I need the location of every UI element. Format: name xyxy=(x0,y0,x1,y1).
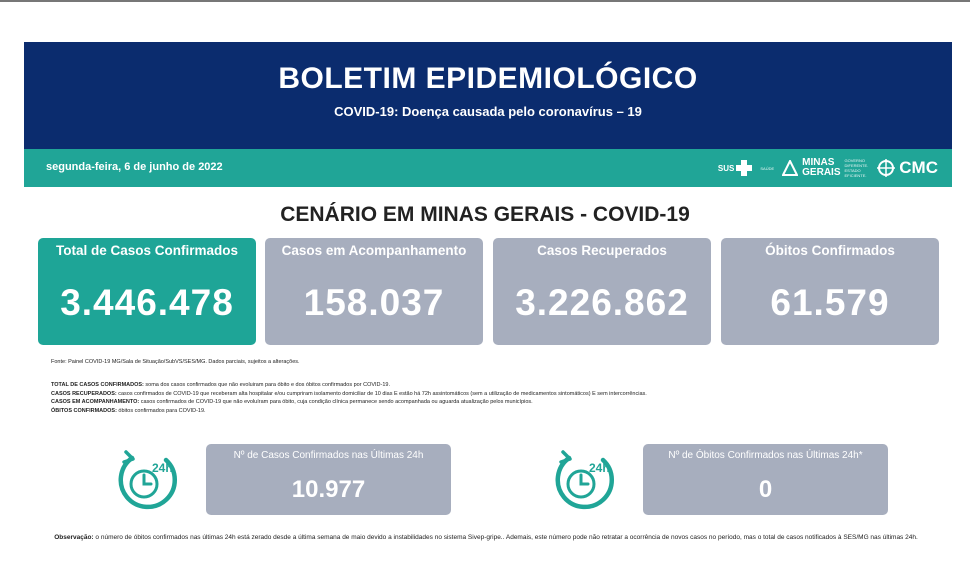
mg-line1: MINAS xyxy=(802,157,835,168)
cmc-logo: CMC xyxy=(876,158,938,178)
mg-tag3: ESTADO xyxy=(844,168,861,173)
deaths-24h-label: Nº de Óbitos Confirmados nas Últimas 24h… xyxy=(668,450,863,461)
definition-text: óbitos confirmados para COVID-19. xyxy=(116,407,206,414)
card-label: Casos Recuperados xyxy=(537,243,667,258)
definition-text: casos confirmados de COVID-19 que não ev… xyxy=(139,399,533,405)
card-value: 158.037 xyxy=(303,282,445,323)
observation-text: o número de óbitos confirmados nas últim… xyxy=(93,534,918,541)
card-total-casos: Total de Casos Confirmados 3.446.478 xyxy=(38,238,256,345)
minas-gerais-logo: MINAS GERAIS GOVERNO DIFERENTE. ESTADO E… xyxy=(782,158,868,178)
top-border xyxy=(0,0,970,2)
saude-text: SAÚDE xyxy=(760,165,775,171)
definition-item: CASOS RECUPERADOS: casos confirmados de … xyxy=(51,390,851,399)
sus-text: SUS xyxy=(717,163,735,173)
definition-text: soma dos casos confirmados que não evolu… xyxy=(143,382,390,388)
logos-bar: SUS SAÚDE MINAS GERAIS GOVERNO DIFERENTE… xyxy=(718,155,938,181)
page-subtitle: COVID-19: Doença causada pelo coronavíru… xyxy=(334,104,642,119)
clock-24h-icon: 24h xyxy=(118,450,177,510)
card-obitos: Óbitos Confirmados 61.579 xyxy=(721,238,939,345)
deaths-24h-value: 0 xyxy=(758,476,773,503)
card-value: 3.226.862 xyxy=(515,282,689,323)
mg-tag4: EFICIENTE. xyxy=(844,173,867,178)
definition-item: CASOS EM ACOMPANHAMENTO: casos confirmad… xyxy=(51,398,851,407)
definitions: TOTAL DE CASOS CONFIRMADOS: soma dos cas… xyxy=(51,381,851,415)
mg-line2: GERAIS xyxy=(802,167,841,178)
icon-24h-label: 24h xyxy=(589,461,610,475)
source-note: Fonte: Painel COVID-19 MG/Sala de Situaç… xyxy=(51,359,300,365)
page-title: BOLETIM EPIDEMIOLÓGICO xyxy=(278,62,698,95)
definition-item: TOTAL DE CASOS CONFIRMADOS: soma dos cas… xyxy=(51,381,851,390)
deaths-24h-box: Nº de Óbitos Confirmados nas Últimas 24h… xyxy=(643,444,888,515)
header-banner: BOLETIM EPIDEMIOLÓGICO COVID-19: Doença … xyxy=(24,42,952,149)
definition-text: casos confirmados de COVID-19 que recebe… xyxy=(116,390,647,397)
icon-24h-label: 24h xyxy=(152,461,173,475)
section-title: CENÁRIO EM MINAS GERAIS - COVID-19 xyxy=(280,203,690,226)
cross-icon xyxy=(736,160,753,176)
clock-24h-icon: 24h xyxy=(555,450,614,510)
triangle-icon xyxy=(782,160,799,176)
observation-note: Observação: o número de óbitos confirmad… xyxy=(40,533,932,543)
report-date: segunda-feira, 6 de junho de 2022 xyxy=(46,161,223,173)
date-strip: segunda-feira, 6 de junho de 2022 SUS SA… xyxy=(24,149,952,187)
card-value: 61.579 xyxy=(770,282,890,323)
definition-term: TOTAL DE CASOS CONFIRMADOS: xyxy=(51,382,144,388)
cases-24h-value: 10.977 xyxy=(291,476,366,503)
card-label: Óbitos Confirmados xyxy=(765,243,895,258)
mg-tag2: DIFERENTE. xyxy=(844,163,869,168)
card-recuperados: Casos Recuperados 3.226.862 xyxy=(493,238,711,345)
definition-term: CASOS EM ACOMPANHAMENTO: xyxy=(51,399,140,405)
observation-term: Observação: xyxy=(54,534,94,541)
card-label: Total de Casos Confirmados xyxy=(55,243,239,258)
cases-24h-box: Nº de Casos Confirmados nas Últimas 24h … xyxy=(206,444,451,515)
definition-item: ÓBITOS CONFIRMADOS: óbitos confirmados p… xyxy=(51,407,851,416)
card-label: Casos em Acompanhamento xyxy=(281,243,467,258)
definition-term: CASOS RECUPERADOS: xyxy=(51,390,117,397)
cmc-text: CMC xyxy=(899,158,938,177)
card-value: 3.446.478 xyxy=(60,282,234,323)
card-acompanhamento: Casos em Acompanhamento 158.037 xyxy=(265,238,483,345)
cmc-emblem-icon xyxy=(877,159,896,177)
definition-term: ÓBITOS CONFIRMADOS: xyxy=(51,407,117,414)
mg-tag1: GOVERNO xyxy=(844,158,865,163)
cases-24h-label: Nº de Casos Confirmados nas Últimas 24h xyxy=(233,450,424,461)
sus-logo: SUS xyxy=(717,160,753,176)
